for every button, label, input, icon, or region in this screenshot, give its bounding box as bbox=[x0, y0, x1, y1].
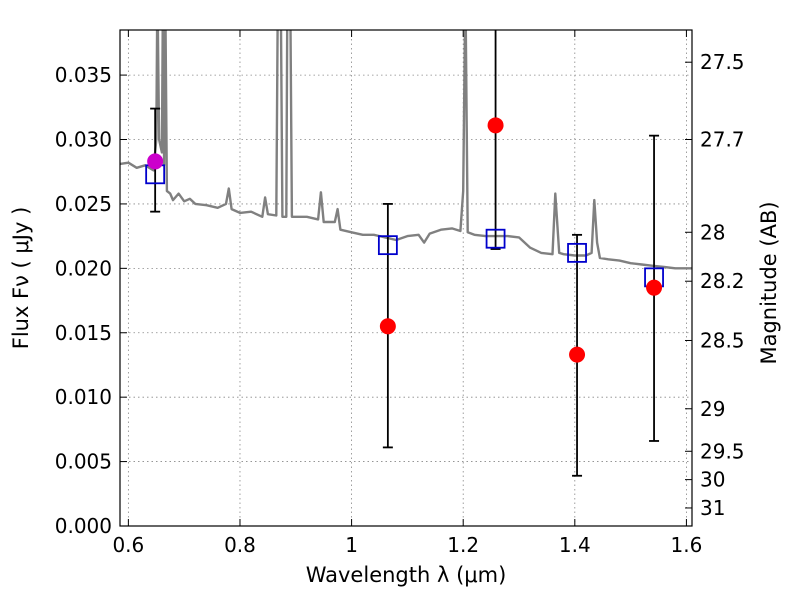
y2-tick-label: 30 bbox=[700, 468, 725, 492]
y2-axis-ticks: 27.5 27.7 28 28.2 28.5 29 29.5 30 31 bbox=[685, 50, 745, 520]
x-tick-label: 1.4 bbox=[559, 533, 591, 557]
y-tick-label: 0.010 bbox=[55, 385, 112, 409]
y2-tick-label: 28.2 bbox=[700, 269, 745, 293]
y-tick-label: 0.025 bbox=[55, 192, 112, 216]
axes-frame bbox=[119, 29, 693, 527]
data-markers bbox=[145, 117, 664, 363]
y-tick-label: 0.030 bbox=[55, 128, 112, 152]
observed-flux-point bbox=[487, 117, 504, 134]
y-axis-ticks: 0.000 0.005 0.010 0.015 0.020 0.025 0.030 0.035 bbox=[55, 63, 127, 538]
y2-tick-label: 27.7 bbox=[700, 128, 745, 152]
y2-axis-label: Magnitude (AB) bbox=[757, 201, 781, 364]
y2-tick-label: 29.5 bbox=[700, 439, 745, 463]
y-tick-label: 0.035 bbox=[55, 63, 112, 87]
y-tick-label: 0.015 bbox=[55, 321, 112, 345]
y2-tick-label: 28 bbox=[700, 220, 725, 244]
observed-flux-point bbox=[646, 279, 663, 296]
y2-tick-label: 31 bbox=[700, 496, 725, 520]
y-tick-label: 0.020 bbox=[55, 256, 112, 280]
y2-tick-label: 28.5 bbox=[700, 328, 745, 352]
model-band-square bbox=[567, 242, 587, 263]
x-tick-label: 1.2 bbox=[447, 533, 479, 557]
y2-tick-label: 27.5 bbox=[700, 50, 745, 74]
observed-flux-point bbox=[379, 318, 396, 335]
model-spectrum-line bbox=[120, 30, 692, 270]
observed-flux-point bbox=[569, 346, 586, 363]
y-tick-label: 0.000 bbox=[55, 514, 112, 538]
plot-area bbox=[120, 30, 692, 270]
model-band-square bbox=[377, 235, 398, 256]
y2-tick-label: 29 bbox=[700, 397, 725, 421]
x-tick-label: 1 bbox=[345, 533, 358, 557]
y-tick-label: 0.005 bbox=[55, 450, 112, 474]
x-tick-label: 1.6 bbox=[671, 533, 703, 557]
x-axis-label: Wavelength λ (μm) bbox=[306, 563, 507, 587]
x-axis-ticks: 0.6 0.8 1 1.2 1.4 1.6 bbox=[112, 30, 702, 557]
y-axis-label: Flux Fν ( μJy ) bbox=[9, 207, 33, 350]
observed-flux-point bbox=[147, 153, 164, 170]
x-tick-label: 0.6 bbox=[112, 533, 144, 557]
model-band-square bbox=[485, 228, 506, 249]
x-tick-label: 0.8 bbox=[224, 533, 256, 557]
